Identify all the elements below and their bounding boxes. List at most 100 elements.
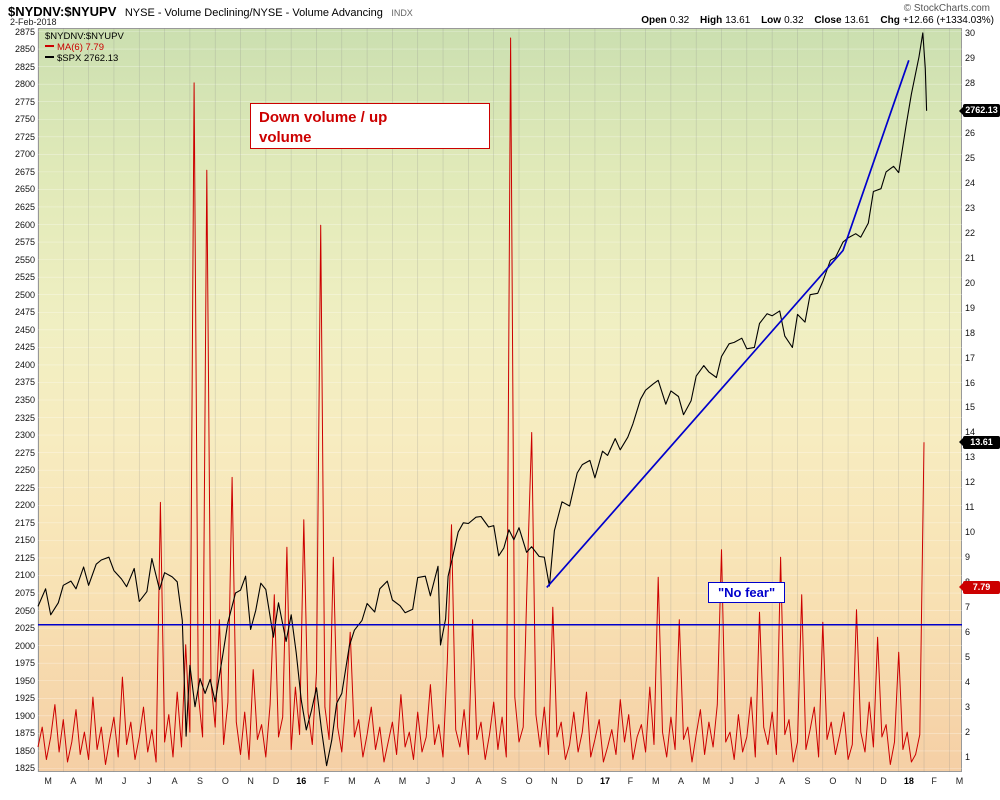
marker-arrow-icon <box>959 106 963 115</box>
left-axis-label: 2825 <box>14 61 35 72</box>
left-axis-label: 2650 <box>14 184 35 195</box>
left-axis-label: 1950 <box>14 675 35 686</box>
left-axis-label: 2475 <box>14 307 35 318</box>
left-axis-label: 2600 <box>14 219 35 230</box>
left-axis-label: 1975 <box>14 658 35 669</box>
x-axis-label: J <box>450 776 456 786</box>
right-axis-label: 10 <box>965 527 976 538</box>
right-axis-label: 12 <box>965 477 976 488</box>
left-axis-label: 2500 <box>14 289 35 300</box>
x-axis-label: A <box>374 776 381 786</box>
chart-title-row: $NYDNV:$NYUPV NYSE - Volume Declining/NY… <box>8 3 413 21</box>
legend-spx-label: $SPX 2762.13 <box>57 53 119 64</box>
right-axis-label: 26 <box>965 127 976 138</box>
x-axis-label: J <box>754 776 760 786</box>
right-axis-label: 9 <box>965 552 971 563</box>
left-axis-label: 2100 <box>14 570 35 581</box>
close-marker: 13.61 <box>959 435 1000 449</box>
right-axis-label: 4 <box>965 677 971 688</box>
x-axis-label: J <box>121 776 127 786</box>
x-axis-label: A <box>171 776 178 786</box>
right-axis-label: 21 <box>965 252 976 263</box>
right-axis-label: 17 <box>965 352 976 363</box>
x-axis-label: O <box>221 776 229 786</box>
left-axis-label: 2800 <box>14 79 35 90</box>
right-axis-label: 7 <box>965 602 971 613</box>
ma-marker: 7.79 <box>959 580 1000 594</box>
annotation-no-fear: "No fear" <box>708 582 786 603</box>
left-axis-label: 2625 <box>14 201 35 212</box>
right-axis-label: 30 <box>965 27 976 38</box>
marker-value: 13.61 <box>970 436 993 447</box>
left-axis-label: 2700 <box>14 149 35 160</box>
right-axis-label: 3 <box>965 702 971 713</box>
x-axis-label: S <box>804 776 811 786</box>
left-axis-label: 2000 <box>14 640 35 651</box>
right-axis-label: 20 <box>965 277 976 288</box>
legend-symbol-label: $NYDNV:$NYUPV <box>45 31 124 42</box>
left-axis-label: 2450 <box>14 324 35 335</box>
x-axis-label: A <box>779 776 786 786</box>
left-axis-label: 2575 <box>14 237 35 248</box>
right-axis-label: 18 <box>965 327 976 338</box>
x-axis-label: J <box>729 776 734 786</box>
legend-symbol: $NYDNV:$NYUPV <box>45 31 124 42</box>
right-axis-label: 29 <box>965 52 976 63</box>
right-axis-label: 13 <box>965 452 976 463</box>
x-axis-label: F <box>323 776 330 786</box>
marker-arrow-icon <box>959 583 963 592</box>
copyright-notice: © StockCharts.com <box>903 3 990 14</box>
right-axis-label: 2 <box>965 727 971 738</box>
left-axis-label: 1925 <box>14 693 35 704</box>
annotation-down-up-volume: Down volume / up volume <box>250 103 490 149</box>
left-axis-label: 2350 <box>14 395 35 405</box>
close-value: 13.61 <box>844 15 870 26</box>
chart-plot-area <box>38 28 962 772</box>
x-axis-label: A <box>475 776 482 786</box>
x-axis-label: M <box>651 776 660 786</box>
x-axis-label: S <box>500 776 507 786</box>
left-axis-label: 2775 <box>14 96 35 107</box>
chg-value: +12.66 (+1334.03%) <box>902 15 994 26</box>
left-axis-label: 2300 <box>14 430 35 441</box>
left-axis-label: 1875 <box>14 728 35 739</box>
x-axis-label: S <box>197 776 204 786</box>
high-value: 13.61 <box>725 15 751 26</box>
x-axis-label: M <box>95 776 103 786</box>
x-axis-label: D <box>272 776 280 786</box>
chart-symbol: $NYDNV:$NYUPV <box>8 4 117 19</box>
right-axis-label: 24 <box>965 177 976 188</box>
left-axis-label: 2150 <box>14 535 35 546</box>
close-label: Close <box>814 15 842 26</box>
x-axis-label: M <box>44 776 52 786</box>
x-axis-label: 18 <box>903 776 914 786</box>
marker-arrow-icon <box>959 438 963 447</box>
chg-label: Chg <box>880 15 900 26</box>
right-axis-label: 22 <box>965 227 976 238</box>
left-axis-label: 2050 <box>14 605 35 616</box>
x-axis-label: N <box>247 776 254 786</box>
annotation-down-up-volume-text: Down volume / up volume <box>259 109 388 146</box>
x-axis-label: J <box>147 776 152 786</box>
left-axis-label: 2075 <box>14 588 35 599</box>
left-axis-label: 2125 <box>14 552 35 563</box>
left-axis-label: 2400 <box>14 359 35 370</box>
left-axis-label: 2275 <box>14 447 35 458</box>
right-axis-label: 23 <box>965 202 976 213</box>
chart-legend: $NYDNV:$NYUPV MA(6) 7.79 $SPX 2762.13 <box>45 31 124 64</box>
chart-date: 2-Feb-2018 <box>10 17 57 27</box>
left-axis-label: 2850 <box>14 44 35 55</box>
right-axis-label: 14 <box>965 427 976 438</box>
chart-exchange: INDX <box>391 8 413 18</box>
right-axis-label: 1 <box>965 752 971 763</box>
open-label: Open <box>641 15 667 26</box>
x-axis-label: 17 <box>600 776 611 786</box>
right-axis-label: 6 <box>965 627 971 638</box>
low-label: Low <box>761 15 782 26</box>
x-axis-label: O <box>829 776 837 786</box>
x-axis-label: F <box>931 776 937 786</box>
x-axis-label: F <box>627 776 634 786</box>
right-axis-label: 19 <box>965 302 976 313</box>
x-axis-label: M <box>348 776 356 786</box>
